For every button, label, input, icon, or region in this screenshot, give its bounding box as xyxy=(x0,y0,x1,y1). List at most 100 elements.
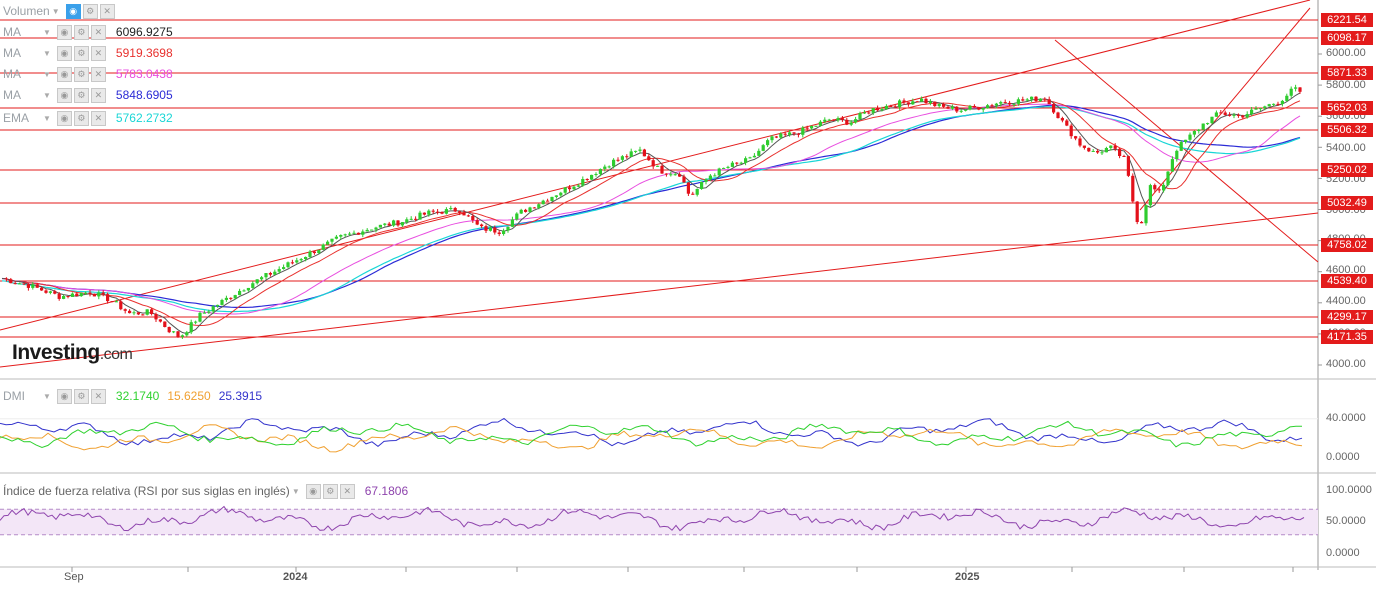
close-icon[interactable]: ✕ xyxy=(90,45,106,61)
price-tick: 5800.00 xyxy=(1326,79,1366,91)
close-icon[interactable]: ✕ xyxy=(90,66,106,82)
candle-body xyxy=(854,119,858,123)
legend-dmi[interactable]: DMI ▼ ◉ ⚙ ✕ 32.1740 15.6250 25.3915 xyxy=(3,388,262,404)
candle-body xyxy=(928,101,932,104)
candle-body xyxy=(607,166,611,168)
candle-body xyxy=(823,119,827,122)
candle-body xyxy=(884,105,888,110)
gear-icon[interactable]: ⚙ xyxy=(82,3,98,19)
eye-icon[interactable]: ◉ xyxy=(56,87,72,103)
gear-icon[interactable]: ⚙ xyxy=(73,66,89,82)
candle-body xyxy=(1034,96,1038,102)
candle-body xyxy=(290,262,294,264)
eye-icon[interactable]: ◉ xyxy=(56,110,72,126)
legend-ema-value: 5762.2732 xyxy=(115,111,173,125)
candle-body xyxy=(1148,185,1152,206)
dmi-adx-value: 25.3915 xyxy=(218,389,263,403)
candle-body xyxy=(1056,112,1060,119)
eye-icon[interactable]: ◉ xyxy=(56,388,72,404)
gear-icon[interactable]: ⚙ xyxy=(322,483,338,499)
chevron-down-icon[interactable]: ▼ xyxy=(291,486,300,496)
candle-body xyxy=(1175,150,1179,160)
legend-ma-1[interactable]: MA ▼ ◉ ⚙ ✕ 6096.9275 xyxy=(3,24,173,40)
candle-body xyxy=(167,326,171,333)
candle-body xyxy=(352,232,356,234)
candle-body xyxy=(1241,115,1245,118)
candle-body xyxy=(801,127,805,135)
candle-body xyxy=(123,309,127,311)
time-tick: 2025 xyxy=(955,571,980,583)
candle-body xyxy=(792,132,796,134)
chevron-down-icon[interactable]: ▼ xyxy=(43,113,51,123)
candle-body xyxy=(986,105,990,109)
close-icon[interactable]: ✕ xyxy=(90,388,106,404)
candle-body xyxy=(202,312,206,314)
candle-body xyxy=(1008,102,1012,105)
candle-body xyxy=(959,110,963,112)
candle-body xyxy=(488,227,492,231)
eye-icon[interactable]: ◉ xyxy=(56,45,72,61)
candle-body xyxy=(35,284,39,288)
chevron-down-icon[interactable]: ▼ xyxy=(43,90,51,100)
close-icon[interactable]: ✕ xyxy=(90,87,106,103)
eye-icon[interactable]: ◉ xyxy=(56,24,72,40)
candle-body xyxy=(1016,99,1020,104)
ma-20-line xyxy=(1,92,1301,335)
candle-body xyxy=(343,234,347,236)
gear-icon[interactable]: ⚙ xyxy=(73,24,89,40)
candle-body xyxy=(871,108,875,113)
candle-body xyxy=(757,150,761,156)
legend-rsi[interactable]: Índice de fuerza relativa (RSI por sus s… xyxy=(3,483,408,499)
gear-icon[interactable]: ⚙ xyxy=(73,110,89,126)
candle-body xyxy=(1021,99,1025,101)
candle-body xyxy=(612,159,616,167)
legend-ma-3[interactable]: MA ▼ ◉ ⚙ ✕ 5783.0438 xyxy=(3,66,173,82)
gear-icon[interactable]: ⚙ xyxy=(73,388,89,404)
candle-body xyxy=(1012,103,1016,105)
candle-body xyxy=(150,309,154,314)
candle-body xyxy=(722,167,726,169)
legend-volume[interactable]: Volumen ▼ ◉ ⚙ ✕ xyxy=(3,3,117,19)
gear-icon[interactable]: ⚙ xyxy=(73,87,89,103)
candle-body xyxy=(449,207,453,210)
candle-body xyxy=(172,331,176,333)
close-icon[interactable]: ✕ xyxy=(90,24,106,40)
candle-body xyxy=(361,231,365,235)
candle-body xyxy=(1118,148,1122,156)
candle-body xyxy=(506,226,510,231)
legend-ma-label: MA xyxy=(3,25,21,39)
rsi-panel xyxy=(0,505,1318,536)
candle-body xyxy=(1197,129,1201,132)
candle-body xyxy=(18,283,22,285)
candle-body xyxy=(251,283,255,288)
chevron-down-icon[interactable]: ▼ xyxy=(43,391,51,401)
chevron-down-icon[interactable]: ▼ xyxy=(51,6,60,16)
chevron-down-icon[interactable]: ▼ xyxy=(43,69,51,79)
candle-body xyxy=(370,229,374,231)
close-icon[interactable]: ✕ xyxy=(90,110,106,126)
chevron-down-icon[interactable]: ▼ xyxy=(43,48,51,58)
long-trendline xyxy=(0,212,1319,368)
legend-volume-label: Volumen xyxy=(3,4,50,18)
eye-icon[interactable]: ◉ xyxy=(65,3,81,19)
candle-body xyxy=(1267,104,1271,107)
legend-ema[interactable]: EMA ▼ ◉ ⚙ ✕ 5762.2732 xyxy=(3,110,173,126)
candle-body xyxy=(4,278,8,280)
chevron-down-icon[interactable]: ▼ xyxy=(43,27,51,37)
candle-body xyxy=(101,292,105,295)
candle-body xyxy=(1170,159,1174,172)
price-tag: 5250.02 xyxy=(1321,163,1373,177)
candle-body xyxy=(229,297,233,299)
candle-body xyxy=(211,306,215,312)
price-tag: 6221.54 xyxy=(1321,13,1373,27)
legend-ma-2[interactable]: MA ▼ ◉ ⚙ ✕ 5919.3698 xyxy=(3,45,173,61)
gear-icon[interactable]: ⚙ xyxy=(73,45,89,61)
close-icon[interactable]: ✕ xyxy=(99,3,115,19)
candle-body xyxy=(898,100,902,108)
eye-icon[interactable]: ◉ xyxy=(56,66,72,82)
legend-ma-4[interactable]: MA ▼ ◉ ⚙ ✕ 5848.6905 xyxy=(3,87,173,103)
candle-body xyxy=(638,149,642,151)
close-icon[interactable]: ✕ xyxy=(339,483,355,499)
eye-icon[interactable]: ◉ xyxy=(305,483,321,499)
